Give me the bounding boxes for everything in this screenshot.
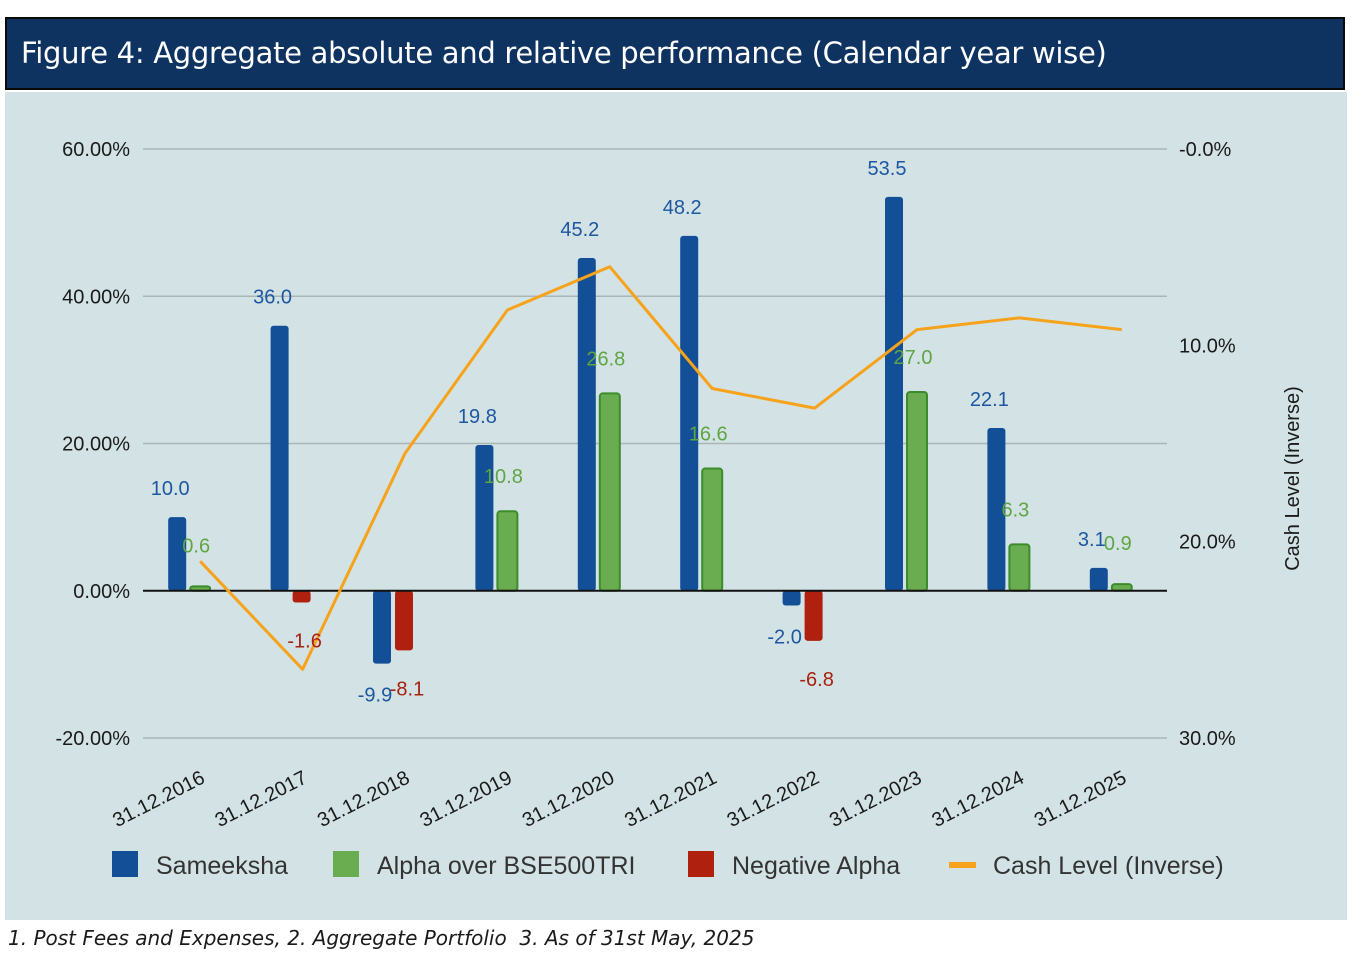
alpha-data-label: 0.6 [182,535,210,557]
right-tick-label: 30.0% [1179,728,1236,750]
legend-swatch [949,862,976,868]
legend-label: Sameeksha [156,852,288,880]
category-tick-label: 31.12.2022 [724,767,823,832]
legend-label: Alpha over BSE500TRI [377,852,635,880]
alpha-data-label: 16.6 [689,424,728,446]
sameeksha-data-label: -2.0 [767,626,801,648]
alpha-bar [701,467,724,592]
sameeksha-bar [680,235,699,591]
alpha-bar [496,510,519,592]
figure-title: Figure 4: Aggregate absolute and relativ… [21,36,1107,70]
cash-level-line [199,265,1122,671]
alpha-data-label: 10.8 [484,466,523,488]
sameeksha-bar [577,257,596,591]
sameeksha-bar [782,590,801,606]
negative-alpha-data-label: -1.6 [287,631,321,653]
negative-alpha-bar [804,590,823,641]
sameeksha-bar [1089,567,1108,591]
sameeksha-data-label: 36.0 [253,287,292,309]
negative-alpha-data-label: -6.8 [799,669,833,691]
category-tick-label: 31.12.2018 [314,767,413,832]
legend-label: Cash Level (Inverse) [993,852,1224,880]
legend-swatch [688,851,714,877]
sameeksha-bar [475,444,494,591]
alpha-data-label: 26.8 [586,348,625,370]
sameeksha-data-label: 45.2 [560,219,599,241]
legend-swatch [333,851,359,877]
left-tick-label: 0.00% [73,581,130,603]
figure-header: Figure 4: Aggregate absolute and relativ… [5,17,1345,90]
alpha-bar [598,392,621,592]
sameeksha-data-label: 48.2 [663,197,702,219]
sameeksha-data-label: 19.8 [458,406,497,428]
alpha-data-label: 6.3 [1001,499,1029,521]
sameeksha-data-label: 10.0 [151,478,190,500]
right-axis-label: Cash Level (Inverse) [1282,386,1304,571]
category-tick-label: 31.12.2016 [109,767,208,832]
sameeksha-bar [373,590,391,664]
left-tick-label: 60.00% [62,139,130,161]
category-tick-label: 31.12.2024 [928,767,1027,832]
right-tick-label: -0.0% [1179,139,1231,161]
chart-panel: -20.00% 0.00% 20.00% 40.00% 60.00% -0.0% 10.0%… [5,92,1347,920]
legend-swatch [112,851,138,877]
category-tick-label: 31.12.2019 [416,767,515,832]
sameeksha-bar [270,325,289,591]
footnote: 1. Post Fees and Expenses, 2. Aggregate … [8,926,755,950]
alpha-bar [1008,543,1031,592]
negative-alpha-data-label: -8.1 [390,678,424,700]
category-tick-label: 31.12.2020 [519,767,618,832]
alpha-data-label: 0.9 [1104,533,1132,555]
alpha-data-label: 27.0 [894,347,933,369]
sameeksha-data-label: 22.1 [970,389,1009,411]
negative-alpha-bar [395,590,413,651]
category-tick-label: 31.12.2017 [212,767,311,832]
sameeksha-bar [168,517,187,591]
alpha-bar [906,390,928,592]
category-tick-label: 31.12.2021 [621,767,720,832]
sameeksha-data-label: -9.9 [358,685,392,707]
left-tick-label: -20.00% [56,728,131,750]
sameeksha-data-label: 3.1 [1078,529,1106,551]
sameeksha-bar [987,428,1006,591]
category-tick-label: 31.12.2025 [1031,767,1130,832]
category-tick-label: 31.12.2023 [826,767,925,832]
sameeksha-data-label: 53.5 [868,158,907,180]
right-tick-label: 20.0% [1179,532,1236,554]
sameeksha-bar [885,196,903,591]
left-tick-label: 20.00% [62,434,130,456]
negative-alpha-bar [292,590,311,603]
legend-label: Negative Alpha [732,852,900,880]
performance-chart: -20.00% 0.00% 20.00% 40.00% 60.00% -0.0% 10.0%… [56,139,1305,880]
right-tick-label: 10.0% [1179,335,1236,357]
left-tick-label: 40.00% [62,286,130,308]
